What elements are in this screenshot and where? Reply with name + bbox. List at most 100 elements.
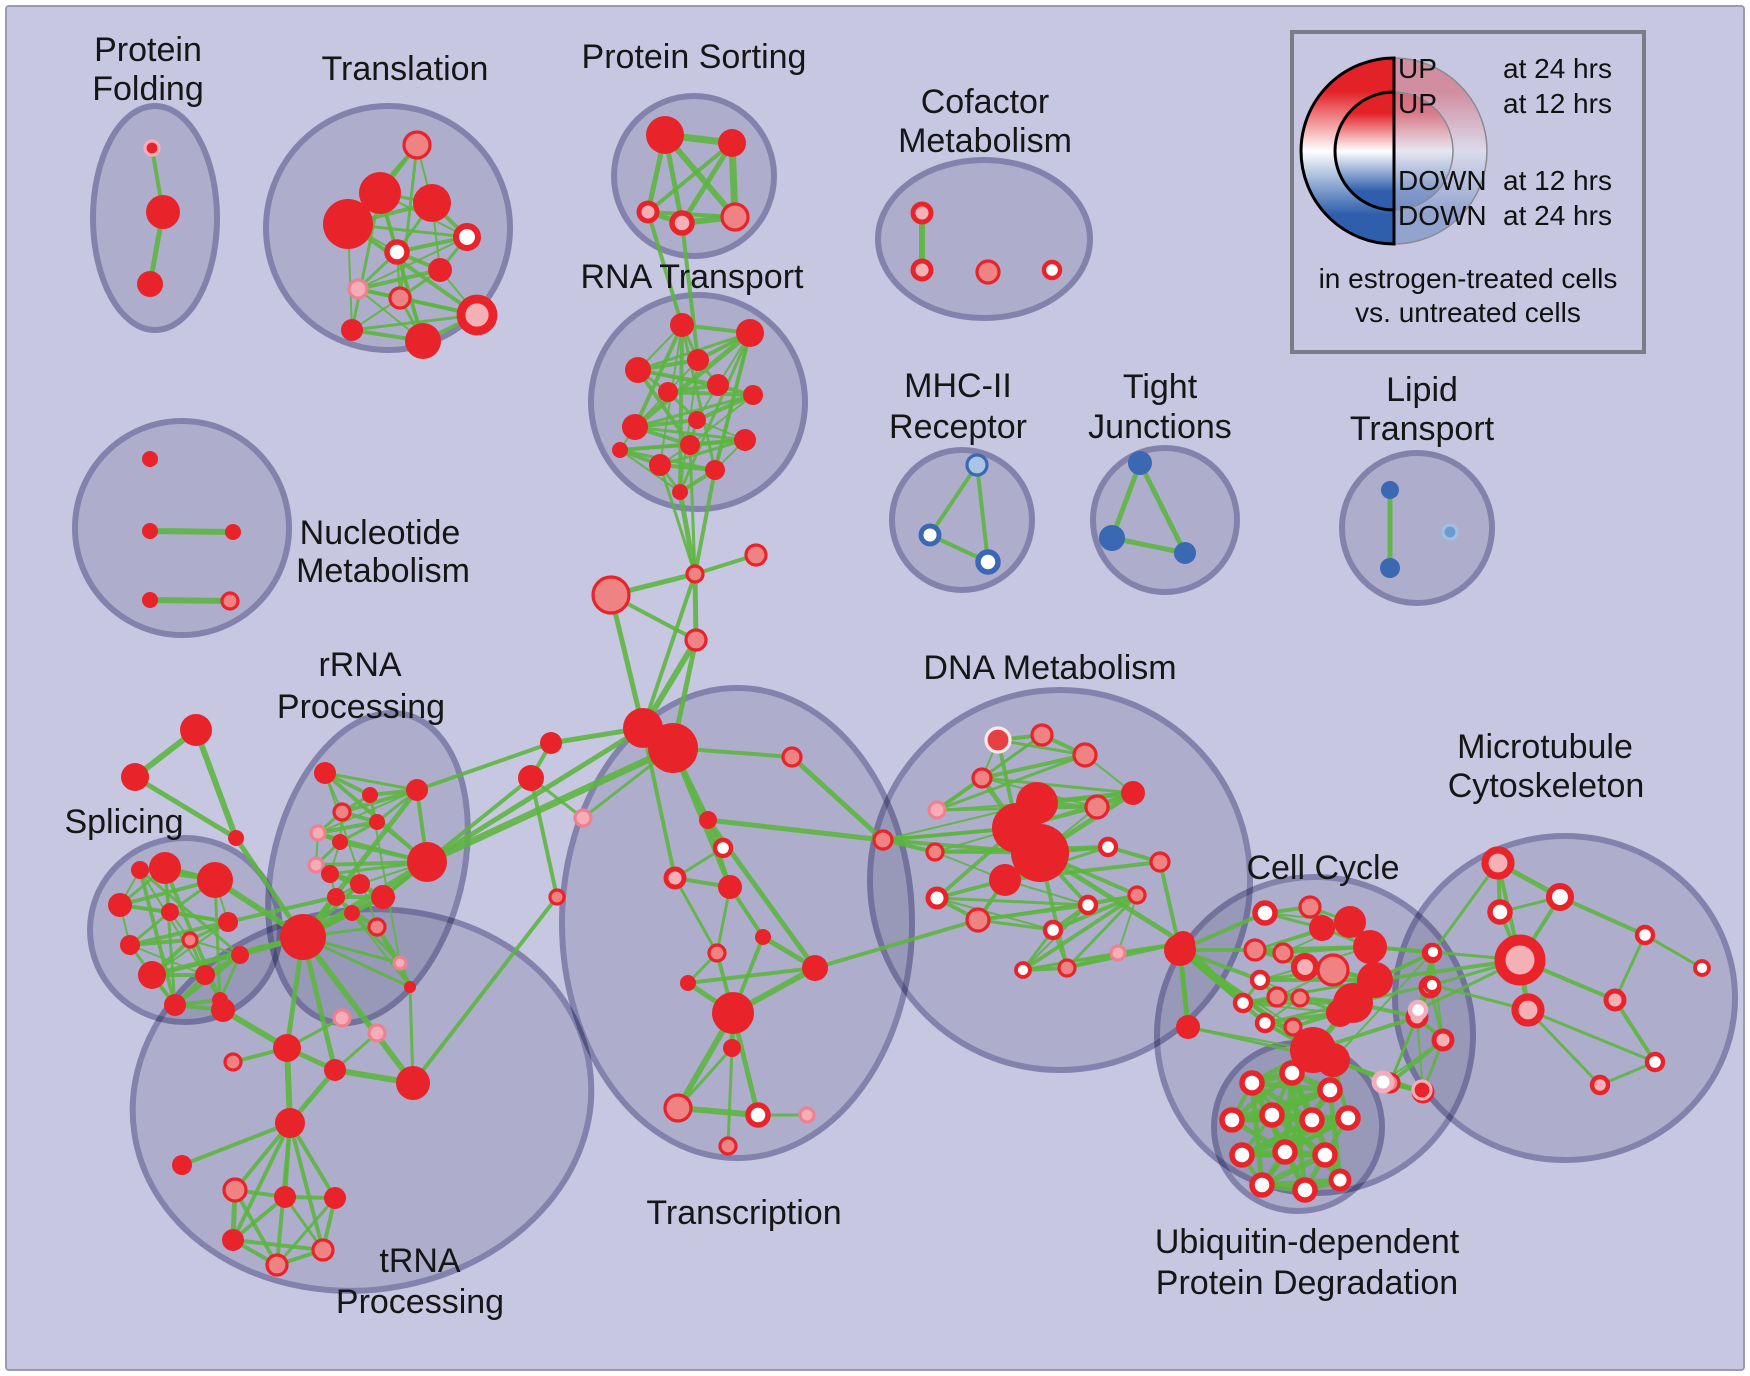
network-node-rna-transport [707, 374, 729, 396]
network-edge-ubiquitin [1327, 1087, 1343, 1183]
network-node-rrna [371, 885, 395, 909]
network-node-ubiquitin [1299, 1107, 1325, 1133]
cluster-label-protein-sorting: Protein Sorting [582, 38, 807, 76]
network-node-rrna [344, 905, 360, 921]
network-node-cell-cycle [1252, 900, 1278, 926]
network-node-transcription [663, 1093, 693, 1123]
network-edge-rna-transport [695, 393, 755, 422]
network-node-protein-folding [146, 195, 180, 229]
network-edge-microtubule [1643, 933, 1704, 970]
legend-circle-inner [1333, 90, 1396, 212]
network-node-connectors [548, 888, 566, 906]
network-edge-rna-transport [678, 323, 684, 494]
network-edge-transcription [673, 876, 719, 955]
network-edge-tight-junctions [1137, 460, 1188, 556]
network-node-ubiquitin [1259, 1102, 1285, 1128]
network-node-dna-metabolism [1149, 851, 1171, 873]
network-node-connectors [518, 765, 544, 791]
network-node-rrna [407, 842, 447, 882]
network-edge-rna-transport [714, 332, 751, 471]
network-node-rrna [314, 762, 336, 784]
network-node-dna-metabolism [965, 907, 991, 933]
network-link-edge [415, 741, 553, 792]
network-edge-protein-sorting [646, 141, 734, 214]
network-node-microtubule [1487, 899, 1513, 925]
network-node-cell-cycle [1243, 938, 1267, 962]
network-edge-microtubule [1526, 1008, 1602, 1087]
network-link-edge [688, 443, 697, 576]
network-node-dna-metabolism [1042, 919, 1064, 941]
network-edge-cell-cycle [1431, 952, 1444, 1041]
network-node-dna-metabolism [925, 842, 945, 862]
network-edge-microtubule [1526, 1008, 1657, 1064]
network-node-tight-junctions [1099, 525, 1125, 551]
network-node-translation [341, 319, 363, 341]
network-node-rrna [362, 787, 378, 803]
network-edge-splicing [138, 868, 177, 1007]
network-node-trna [211, 998, 235, 1022]
network-edge-microtubule [1613, 933, 1647, 1002]
network-edge-dna-metabolism [935, 896, 1090, 907]
cluster-label-cofactor-metabolism: Metabolism [898, 122, 1072, 160]
network-node-rrna [327, 888, 345, 906]
network-node-dna-metabolism [1121, 781, 1145, 805]
network-node-trna [311, 1238, 335, 1262]
legend-direction-label: UP [1398, 88, 1437, 119]
network-node-dna-metabolism [927, 800, 947, 820]
network-node-rna-transport [672, 484, 688, 500]
cluster-label-tight-junctions: Tight [1123, 368, 1198, 406]
network-node-splicing [164, 994, 186, 1016]
network-node-ubiquitin [1317, 1077, 1343, 1103]
network-node-protein-sorting [720, 202, 750, 232]
network-link-edge [300, 934, 416, 1086]
network-edge-connectors [641, 572, 697, 730]
legend-time-label: at 12 hrs [1503, 88, 1612, 119]
network-node-translation [384, 239, 410, 265]
network-node-nucleotide-metabolism [142, 592, 158, 608]
cluster-label-rrna: Processing [277, 688, 445, 726]
network-node-trna [222, 1229, 244, 1251]
network-node-connectors [591, 575, 631, 615]
network-node-splicing-triangle [180, 714, 212, 746]
network-node-dna-metabolism [984, 726, 1012, 754]
network-edge-trna [231, 1238, 325, 1252]
network-edge-translation [379, 192, 424, 342]
network-node-ubiquitin [1219, 1107, 1245, 1133]
network-edge-splicing [163, 866, 177, 1007]
network-node-rrna [309, 824, 327, 842]
network-node-rna-transport [658, 382, 678, 402]
network-node-trna [223, 1052, 243, 1072]
network-edge-ubiquitin [1249, 1080, 1265, 1188]
cluster-label-ubiquitin: Protein Degradation [1156, 1264, 1458, 1302]
network-node-ubiquitin [1229, 1142, 1255, 1168]
network-node-cell-cycle [1411, 1079, 1433, 1101]
network-node-ubiquitin [1328, 1168, 1352, 1192]
network-node-cell-cycle [1176, 1015, 1200, 1039]
network-node-connectors [684, 628, 708, 652]
network-node-cell-cycle [1254, 1012, 1276, 1034]
network-node-ubiquitin [1249, 1172, 1275, 1198]
network-edge-protein-sorting [679, 140, 735, 226]
network-edge-rna-transport [633, 425, 747, 442]
network-node-microtubule [1494, 934, 1546, 986]
network-node-transcription [718, 1136, 738, 1156]
network-node-dna-metabolism [1084, 794, 1110, 820]
network-node-dna-metabolism [1072, 742, 1098, 768]
network-node-trna [265, 1253, 289, 1277]
network-node-trna [275, 1108, 305, 1138]
network-node-nucleotide-metabolism [142, 523, 158, 539]
legend-time-label: at 24 hrs [1503, 53, 1612, 84]
network-edge-dna-metabolism [936, 897, 1054, 931]
cluster-ellipse-transcription [559, 685, 915, 1161]
network-node-cell-cycle [1353, 930, 1387, 964]
network-node-microtubule [1634, 924, 1656, 946]
network-link-edge [646, 210, 684, 327]
cluster-label-transcription: Transcription [646, 1194, 841, 1232]
network-node-ubiquitin [1312, 1142, 1338, 1168]
network-node-dna-metabolism [1011, 824, 1069, 882]
network-edge-rna-transport [619, 449, 681, 493]
cluster-label-trna: tRNA [379, 1242, 461, 1280]
cluster-label-protein-folding: Protein [94, 31, 202, 69]
network-link-edge [226, 895, 338, 924]
network-link-edge [641, 726, 677, 880]
